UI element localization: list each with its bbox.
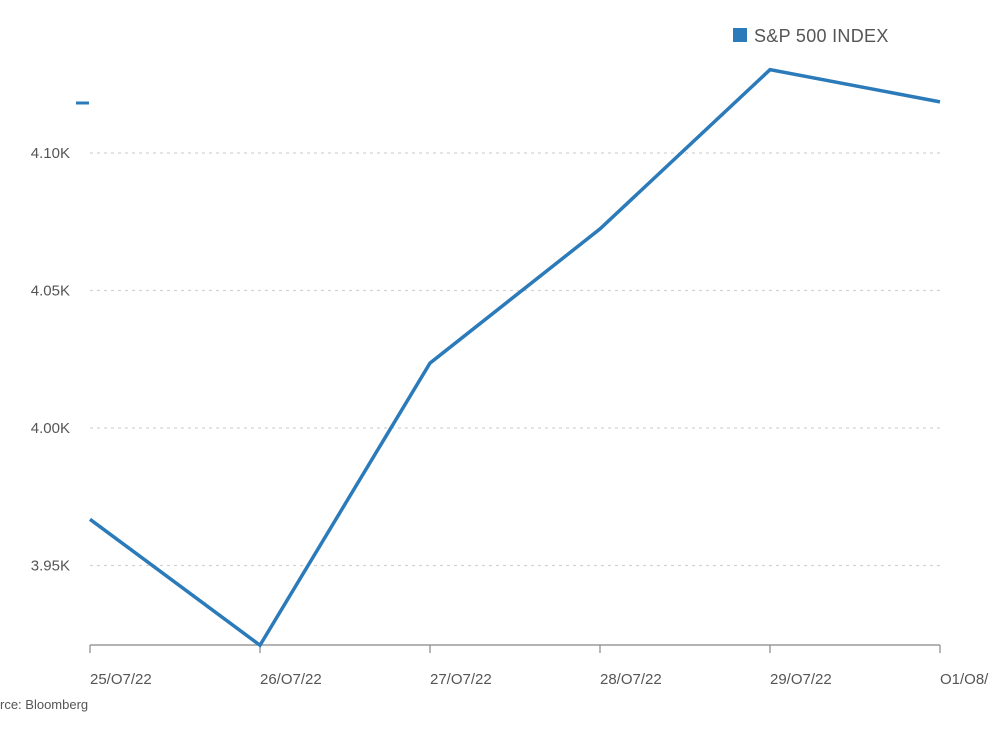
y-tick-label: 4.05K: [31, 283, 70, 300]
legend: S&P 500 INDEX: [733, 26, 889, 46]
x-axis-ticks: 25/O7/22 26/O7/22 27/O7/22 28/O7/22 29/O7/22…: [89, 645, 989, 688]
legend-swatch: [733, 28, 747, 42]
x-tick-label: 29/O7/22: [770, 671, 832, 688]
legend-label: S&P 500 INDEX: [754, 26, 889, 46]
x-tick-label: 26/O7/22: [260, 671, 322, 688]
y-axis-ticks: 3.95K 4.00K 4.05K 4.10K: [31, 145, 70, 575]
x-tick-label: 25/O7/22: [90, 671, 152, 688]
x-tick-label: 28/O7/22: [600, 671, 662, 688]
x-tick-label: 27/O7/22: [430, 671, 492, 688]
y-tick-label: 3.95K: [31, 558, 70, 575]
source-note: rce: Bloomberg: [0, 697, 88, 712]
series-line: [88, 67, 941, 648]
y-tick-label: 4.10K: [31, 145, 70, 162]
series-layer: [76, 67, 941, 648]
y-tick-label: 4.00K: [31, 420, 70, 437]
grid-lines: [90, 152, 940, 567]
x-tick-label: O1/O8/: [940, 671, 989, 688]
